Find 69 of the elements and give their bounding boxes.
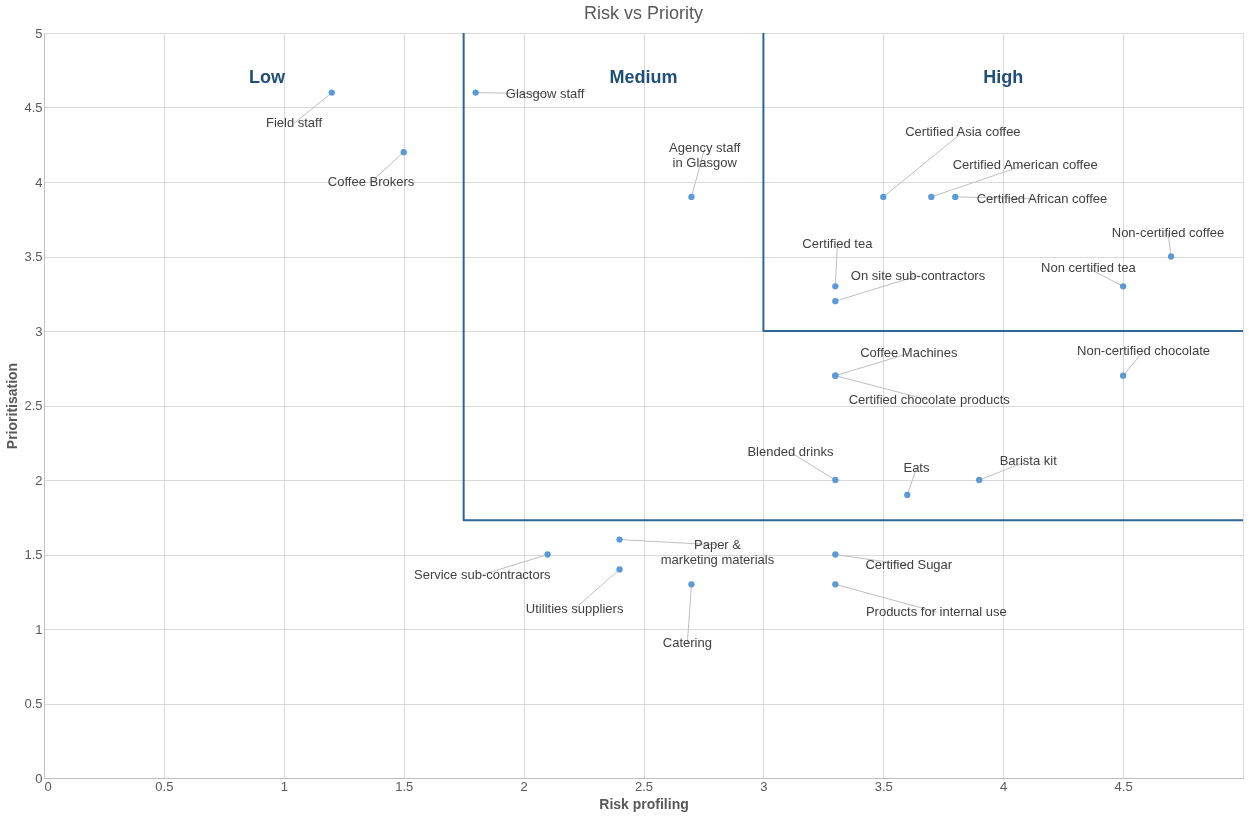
annotation: Medium <box>609 66 678 87</box>
data-label: Certified chocolate products <box>848 392 1011 408</box>
y-tick-label: 3.5 <box>24 249 43 264</box>
data-label: Non-certified chocolate <box>1077 343 1210 359</box>
point <box>952 193 959 201</box>
data-label: Glasgow staff <box>505 85 585 101</box>
x-tick-label: 1 <box>280 778 288 794</box>
point <box>976 476 983 484</box>
data-label: Non certified tea <box>1041 260 1137 276</box>
point <box>688 193 695 201</box>
point <box>928 193 935 201</box>
data-label: Certified Sugar <box>865 557 953 573</box>
y-tick-label: 3 <box>35 323 43 339</box>
x-tick-label: 1.5 <box>395 778 414 794</box>
point <box>832 581 839 588</box>
data-label: Coffee Brokers <box>327 174 415 189</box>
x-tick-label: 3 <box>760 778 768 794</box>
data-label: Service sub-contractors <box>413 566 552 582</box>
data-label: Coffee Machines <box>860 345 958 361</box>
data-label: Field staff <box>265 115 323 131</box>
data-label: Certified African coffee <box>976 191 1108 207</box>
data-label: Products for internal use <box>865 603 1007 619</box>
x-tick-label: 0.5 <box>155 778 174 794</box>
data-label: Agency staff in Glasgow <box>669 139 741 170</box>
annotation: High <box>983 66 1024 87</box>
point <box>1119 372 1127 379</box>
point <box>1167 253 1175 260</box>
annotation: Low <box>249 66 286 87</box>
x-tick-label: 4.5 <box>1114 778 1133 794</box>
point <box>616 536 623 543</box>
x-tick-label: 3.5 <box>874 778 893 794</box>
point <box>472 89 479 96</box>
point <box>616 566 623 573</box>
y-axis-title: Prioritisation <box>4 362 21 450</box>
data-label: Non-certified coffee <box>1111 225 1225 241</box>
data-label: Eats <box>903 460 930 476</box>
point <box>832 298 839 305</box>
point <box>688 581 695 588</box>
point <box>1119 283 1127 290</box>
point <box>544 551 551 558</box>
chart-title: Risk vs Priority <box>583 3 704 23</box>
data-label: On site sub-contractors <box>850 267 986 283</box>
point <box>832 283 839 290</box>
y-tick-label: 4.5 <box>24 100 43 115</box>
point <box>880 193 887 201</box>
y-tick-label: 1.5 <box>24 547 43 562</box>
x-tick-label: 4 <box>1000 778 1008 794</box>
point <box>832 551 839 558</box>
point <box>328 89 335 96</box>
x-axis-title: Risk profiling <box>599 795 689 812</box>
point <box>832 476 839 484</box>
data-label: Barista kit <box>999 452 1058 468</box>
data-label: Catering <box>662 634 712 650</box>
data-label: Utilities suppliers <box>525 600 624 616</box>
y-tick-label: 2.5 <box>24 398 43 413</box>
x-tick-label: 2 <box>520 778 528 794</box>
point <box>400 149 407 156</box>
y-tick-label: 1 <box>35 621 43 637</box>
y-tick-label: 2 <box>35 472 43 488</box>
y-tick-label: 5 <box>35 25 43 41</box>
data-label: Certified Asia coffee <box>905 123 1021 139</box>
data-label: Blended drinks <box>747 444 834 460</box>
y-tick-label: 4 <box>35 174 43 190</box>
y-tick-label: 0.5 <box>24 696 43 711</box>
data-label: Certified tea <box>802 235 874 251</box>
x-tick-label: 2.5 <box>634 778 654 794</box>
data-label: Paper & marketing materials <box>660 536 775 567</box>
data-label: Certified American coffee <box>952 156 1098 172</box>
point <box>904 491 911 499</box>
